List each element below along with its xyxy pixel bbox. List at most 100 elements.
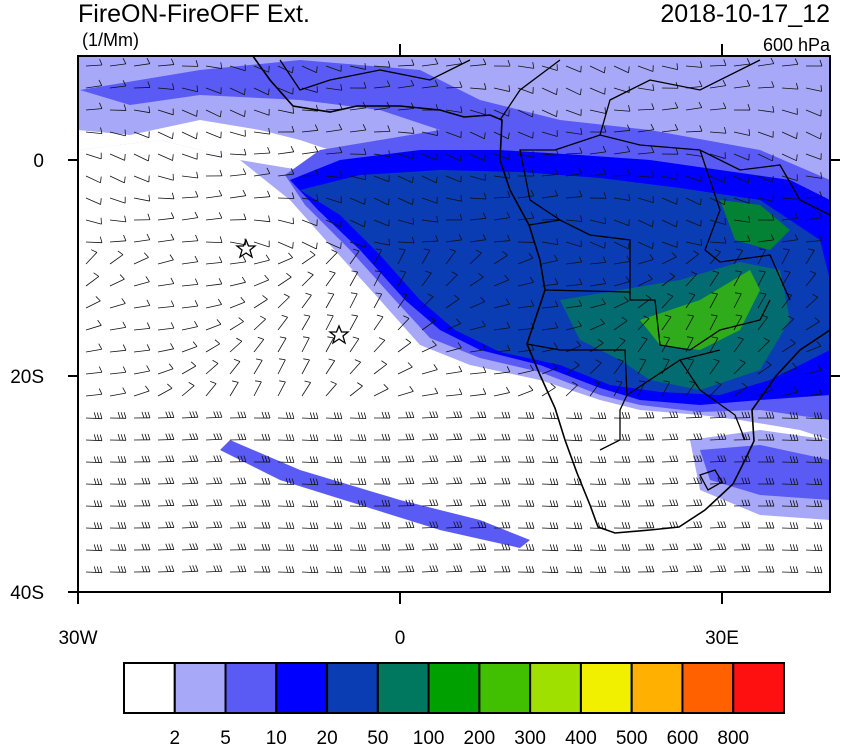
wind-barb bbox=[157, 549, 175, 551]
wind-barb-feather bbox=[91, 249, 98, 253]
wind-barb bbox=[205, 504, 223, 507]
wind-barb-feather bbox=[482, 366, 487, 373]
wind-barb-feather bbox=[794, 212, 799, 219]
wind-barb bbox=[181, 365, 197, 375]
wind-barb-feather bbox=[220, 150, 223, 158]
wind-barb bbox=[421, 131, 438, 137]
wind-barb-feather bbox=[304, 380, 311, 383]
wind-barb-feather bbox=[281, 314, 288, 318]
wind-barb-feather bbox=[285, 412, 289, 419]
wind-barb-feather bbox=[693, 521, 697, 528]
wind-barb bbox=[733, 131, 750, 136]
wind-barb-feather bbox=[458, 388, 463, 395]
wind-barb-feather bbox=[218, 189, 223, 196]
wind-barb bbox=[421, 197, 438, 204]
wind-barb-feather bbox=[603, 566, 607, 573]
wind-barb-feather bbox=[145, 385, 150, 392]
wind-barb bbox=[685, 273, 698, 287]
wind-barb-feather bbox=[340, 171, 343, 178]
wind-barb bbox=[637, 65, 654, 72]
wind-barb bbox=[109, 63, 126, 67]
wind-barb-feather bbox=[216, 477, 220, 484]
wind-barb bbox=[589, 241, 605, 249]
wind-barb-feather bbox=[195, 411, 199, 418]
wind-barb bbox=[349, 219, 365, 228]
colorbar-box bbox=[478, 662, 532, 714]
wind-barb-feather bbox=[219, 521, 223, 528]
wind-barb-feather bbox=[165, 411, 169, 418]
wind-barb-feather bbox=[813, 544, 817, 551]
wind-barb bbox=[205, 323, 222, 331]
wind-barb-feather bbox=[748, 129, 751, 136]
wind-barb-feather bbox=[676, 173, 678, 180]
wind-barb bbox=[229, 281, 246, 287]
wind-barb bbox=[469, 276, 484, 287]
wind-barb-feather bbox=[675, 499, 679, 506]
wind-barb-feather bbox=[552, 434, 556, 441]
wind-barb bbox=[277, 359, 286, 375]
wind-barb-feather bbox=[145, 276, 150, 282]
wind-barb-feather bbox=[329, 270, 336, 274]
wind-barb bbox=[805, 417, 823, 420]
wind-barb-feather bbox=[720, 543, 724, 550]
wind-barb bbox=[181, 87, 198, 93]
wind-barb-feather bbox=[792, 412, 796, 419]
wind-barb-feather bbox=[783, 248, 790, 251]
wind-barb-feather bbox=[387, 477, 391, 485]
wind-barb-feather bbox=[771, 81, 775, 88]
wind-barb-feather bbox=[555, 478, 559, 485]
wind-barb bbox=[781, 249, 790, 265]
wind-barb-feather bbox=[405, 411, 409, 418]
datetime: 2018-10-17_12 bbox=[660, 0, 830, 28]
wind-barb-feather bbox=[765, 455, 769, 463]
wind-barb-feather bbox=[292, 242, 294, 249]
wind-barb-feather bbox=[699, 125, 703, 132]
wind-barb bbox=[277, 257, 293, 265]
wind-barb-feather bbox=[288, 252, 293, 258]
wind-barb-feather bbox=[216, 565, 220, 572]
wind-barb-feather bbox=[408, 565, 412, 572]
wind-barb bbox=[277, 219, 294, 225]
wind-barb-feather bbox=[376, 314, 384, 318]
wind-barb bbox=[157, 87, 174, 90]
wind-barb-feather bbox=[603, 544, 607, 551]
wind-barb-feather bbox=[525, 566, 529, 573]
wind-barb-feather bbox=[715, 381, 722, 385]
wind-barb-feather bbox=[362, 124, 367, 131]
wind-barb-feather bbox=[765, 521, 769, 529]
wind-barb bbox=[373, 249, 383, 265]
wind-barb-feather bbox=[195, 190, 199, 198]
wind-barb bbox=[493, 217, 510, 221]
wind-barb bbox=[229, 361, 241, 375]
wind-barb-feather bbox=[165, 499, 169, 506]
wind-barb-feather bbox=[723, 499, 727, 506]
wind-barb-feather bbox=[669, 411, 673, 418]
wind-barb bbox=[301, 359, 310, 375]
wind-barb-feather bbox=[768, 543, 772, 551]
wind-barb-feather bbox=[279, 380, 286, 383]
wind-barb-feather bbox=[795, 434, 799, 441]
wind-barb-feather bbox=[388, 238, 391, 246]
wind-barb-feather bbox=[816, 500, 820, 507]
wind-barb-feather bbox=[508, 85, 511, 92]
wind-barb-feather bbox=[240, 477, 244, 484]
wind-barb-feather bbox=[375, 248, 382, 251]
wind-barb-feather bbox=[600, 522, 604, 529]
wind-barb-feather bbox=[531, 522, 535, 529]
wind-barb bbox=[421, 504, 439, 507]
wind-barb bbox=[733, 240, 750, 243]
wind-barb bbox=[181, 570, 199, 573]
wind-barb-feather bbox=[192, 521, 196, 528]
wind-barb bbox=[181, 261, 198, 265]
wind-barb-feather bbox=[507, 565, 511, 572]
wind-barb-feather bbox=[597, 338, 604, 344]
wind-barb bbox=[373, 271, 382, 287]
wind-barb-feather bbox=[333, 478, 337, 485]
wind-barb bbox=[733, 219, 750, 223]
wind-barb-feather bbox=[645, 499, 649, 507]
wind-barb-feather bbox=[525, 522, 529, 529]
wind-barb bbox=[349, 361, 361, 375]
wind-barb bbox=[805, 461, 823, 464]
wind-barb bbox=[109, 219, 126, 223]
wind-barb-feather bbox=[268, 127, 271, 135]
